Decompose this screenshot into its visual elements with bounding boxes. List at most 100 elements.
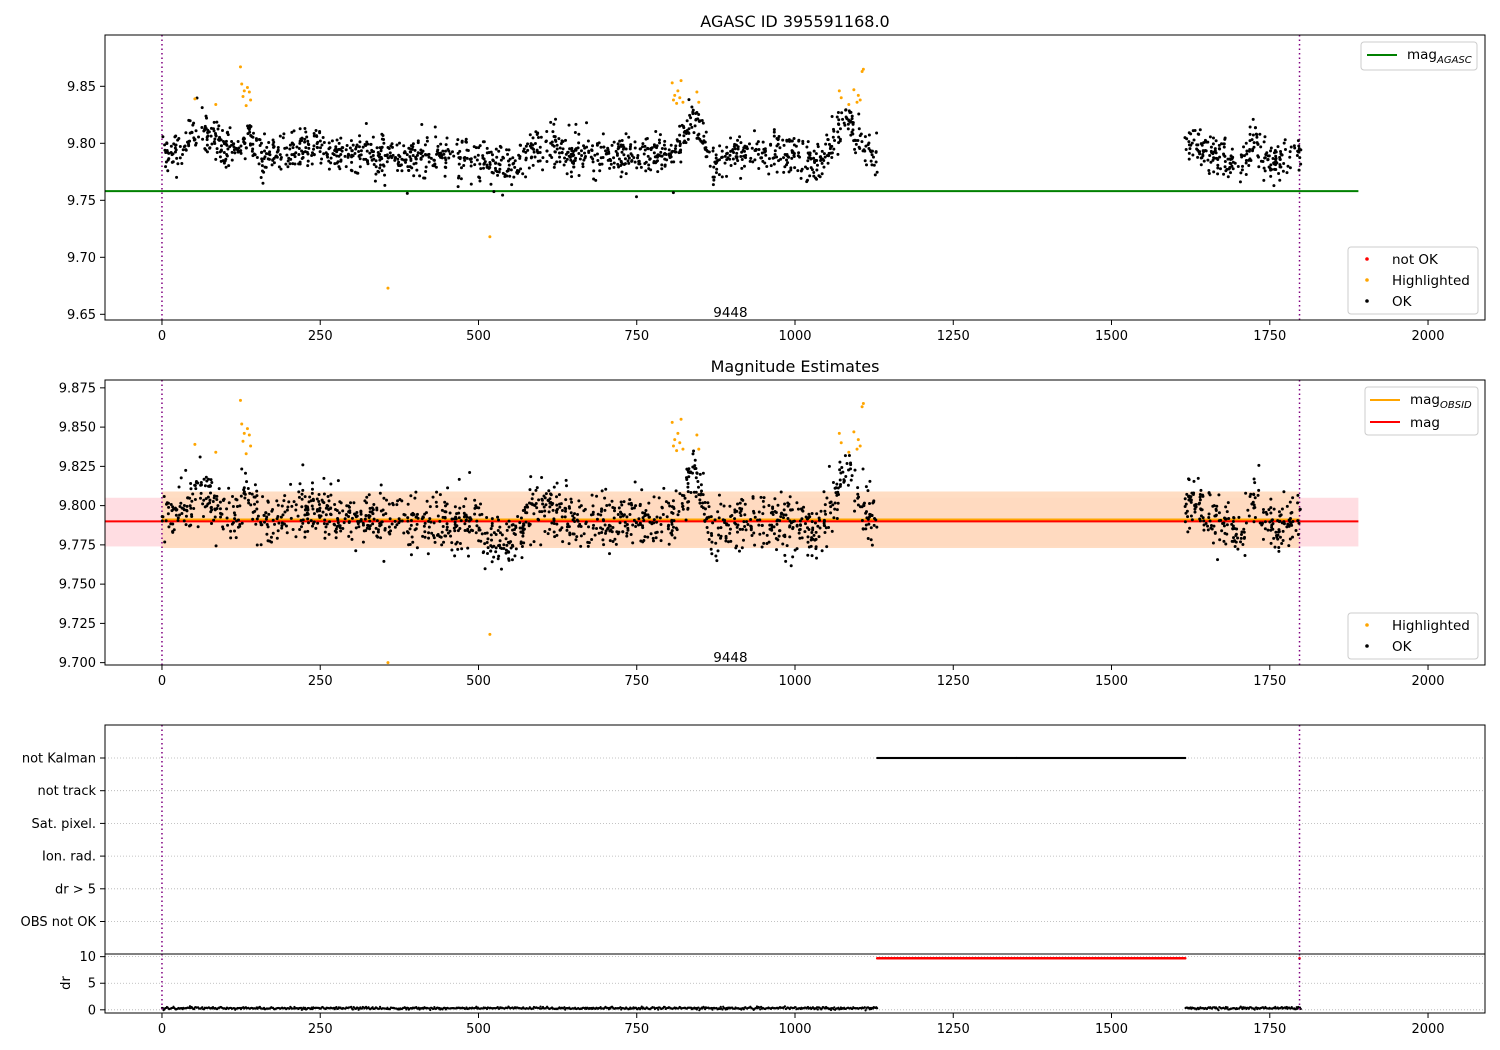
ok-point xyxy=(622,500,626,504)
ok-point xyxy=(382,138,386,142)
ok-point xyxy=(535,486,539,490)
ok-point xyxy=(1257,488,1261,492)
ok-point xyxy=(1226,157,1230,161)
ok-point xyxy=(684,518,688,522)
ok-point xyxy=(1244,173,1248,177)
ok-point xyxy=(290,130,294,134)
ok-point xyxy=(608,524,612,528)
ok-point xyxy=(171,160,175,164)
ok-point xyxy=(749,156,753,160)
dr-point xyxy=(640,1005,643,1008)
ok-point xyxy=(687,475,691,479)
ok-point xyxy=(358,140,362,144)
ok-point xyxy=(822,518,826,522)
x-tick-label: 0 xyxy=(158,329,166,344)
ok-point xyxy=(823,531,827,535)
ok-point xyxy=(372,502,376,506)
ok-point xyxy=(1273,148,1277,152)
ok-point xyxy=(553,138,557,142)
ok-point xyxy=(177,513,181,517)
ok-point xyxy=(1298,156,1302,160)
ok-point xyxy=(1197,502,1201,506)
ok-point xyxy=(215,120,219,124)
ok-point xyxy=(438,519,442,523)
ok-point xyxy=(720,149,724,153)
ok-point xyxy=(620,512,624,516)
ok-point xyxy=(1252,141,1256,145)
ok-point xyxy=(658,154,662,158)
ok-point xyxy=(249,503,253,507)
ok-point xyxy=(819,509,823,513)
ok-point xyxy=(176,518,180,522)
ok-point xyxy=(482,140,486,144)
ok-point xyxy=(391,501,395,505)
ok-point xyxy=(1196,155,1200,159)
ok-point xyxy=(368,151,372,155)
ok-point xyxy=(612,516,616,520)
dr-point xyxy=(188,1006,191,1010)
ok-point xyxy=(797,151,801,155)
ok-point xyxy=(458,506,462,510)
ok-point xyxy=(225,507,229,511)
ok-point xyxy=(1206,158,1210,162)
ok-point xyxy=(232,145,236,149)
ok-point xyxy=(388,151,392,155)
ok-point xyxy=(686,490,690,494)
ok-point xyxy=(299,525,303,529)
ok-point xyxy=(410,147,414,151)
ok-point xyxy=(1261,537,1265,541)
ok-point xyxy=(220,128,224,132)
ok-point xyxy=(696,485,700,489)
ok-point xyxy=(1279,152,1283,156)
dr-point xyxy=(1296,1007,1299,1010)
highlighted-point xyxy=(678,96,682,100)
legend-label-highlighted: Highlighted xyxy=(1392,618,1470,634)
ok-point xyxy=(478,176,482,180)
ok-point xyxy=(1208,154,1212,158)
ok-point xyxy=(1253,516,1257,520)
ok-point xyxy=(246,486,250,490)
ok-point xyxy=(1198,128,1202,132)
ok-point xyxy=(166,169,170,173)
ok-point xyxy=(324,151,328,155)
ok-point xyxy=(334,147,338,151)
ok-point xyxy=(491,159,495,163)
ok-point xyxy=(219,515,223,519)
ok-point xyxy=(673,149,677,153)
ok-point xyxy=(303,137,307,141)
ok-point xyxy=(174,134,178,138)
ok-point xyxy=(779,490,783,494)
ok-point xyxy=(537,498,541,502)
ok-point xyxy=(531,136,535,140)
ok-point xyxy=(434,500,438,504)
ok-point xyxy=(365,149,369,153)
ok-point xyxy=(835,482,839,486)
y-tick-label: 9.725 xyxy=(59,617,96,632)
ok-point xyxy=(230,150,234,154)
ok-point xyxy=(339,152,343,156)
ok-point xyxy=(221,139,225,143)
ok-point xyxy=(240,521,244,525)
ok-point xyxy=(1253,496,1257,500)
ok-point xyxy=(740,157,744,161)
ok-point xyxy=(600,489,604,493)
ok-point xyxy=(728,157,732,161)
ok-point xyxy=(357,154,361,158)
ok-point xyxy=(205,116,209,120)
dr-point xyxy=(532,1007,535,1010)
ok-point xyxy=(1242,145,1246,149)
ok-point xyxy=(611,526,615,530)
ok-point xyxy=(165,149,169,153)
ok-point xyxy=(1183,520,1187,524)
ok-point xyxy=(181,507,185,511)
ok-point xyxy=(337,141,341,145)
ok-point xyxy=(741,148,745,152)
ok-point xyxy=(295,145,299,149)
ok-point xyxy=(674,489,678,493)
ok-point xyxy=(717,173,721,177)
ok-point xyxy=(339,158,343,162)
ok-point xyxy=(761,499,765,503)
ok-point xyxy=(382,141,386,145)
ok-point xyxy=(1296,150,1300,154)
ok-point xyxy=(608,552,612,556)
